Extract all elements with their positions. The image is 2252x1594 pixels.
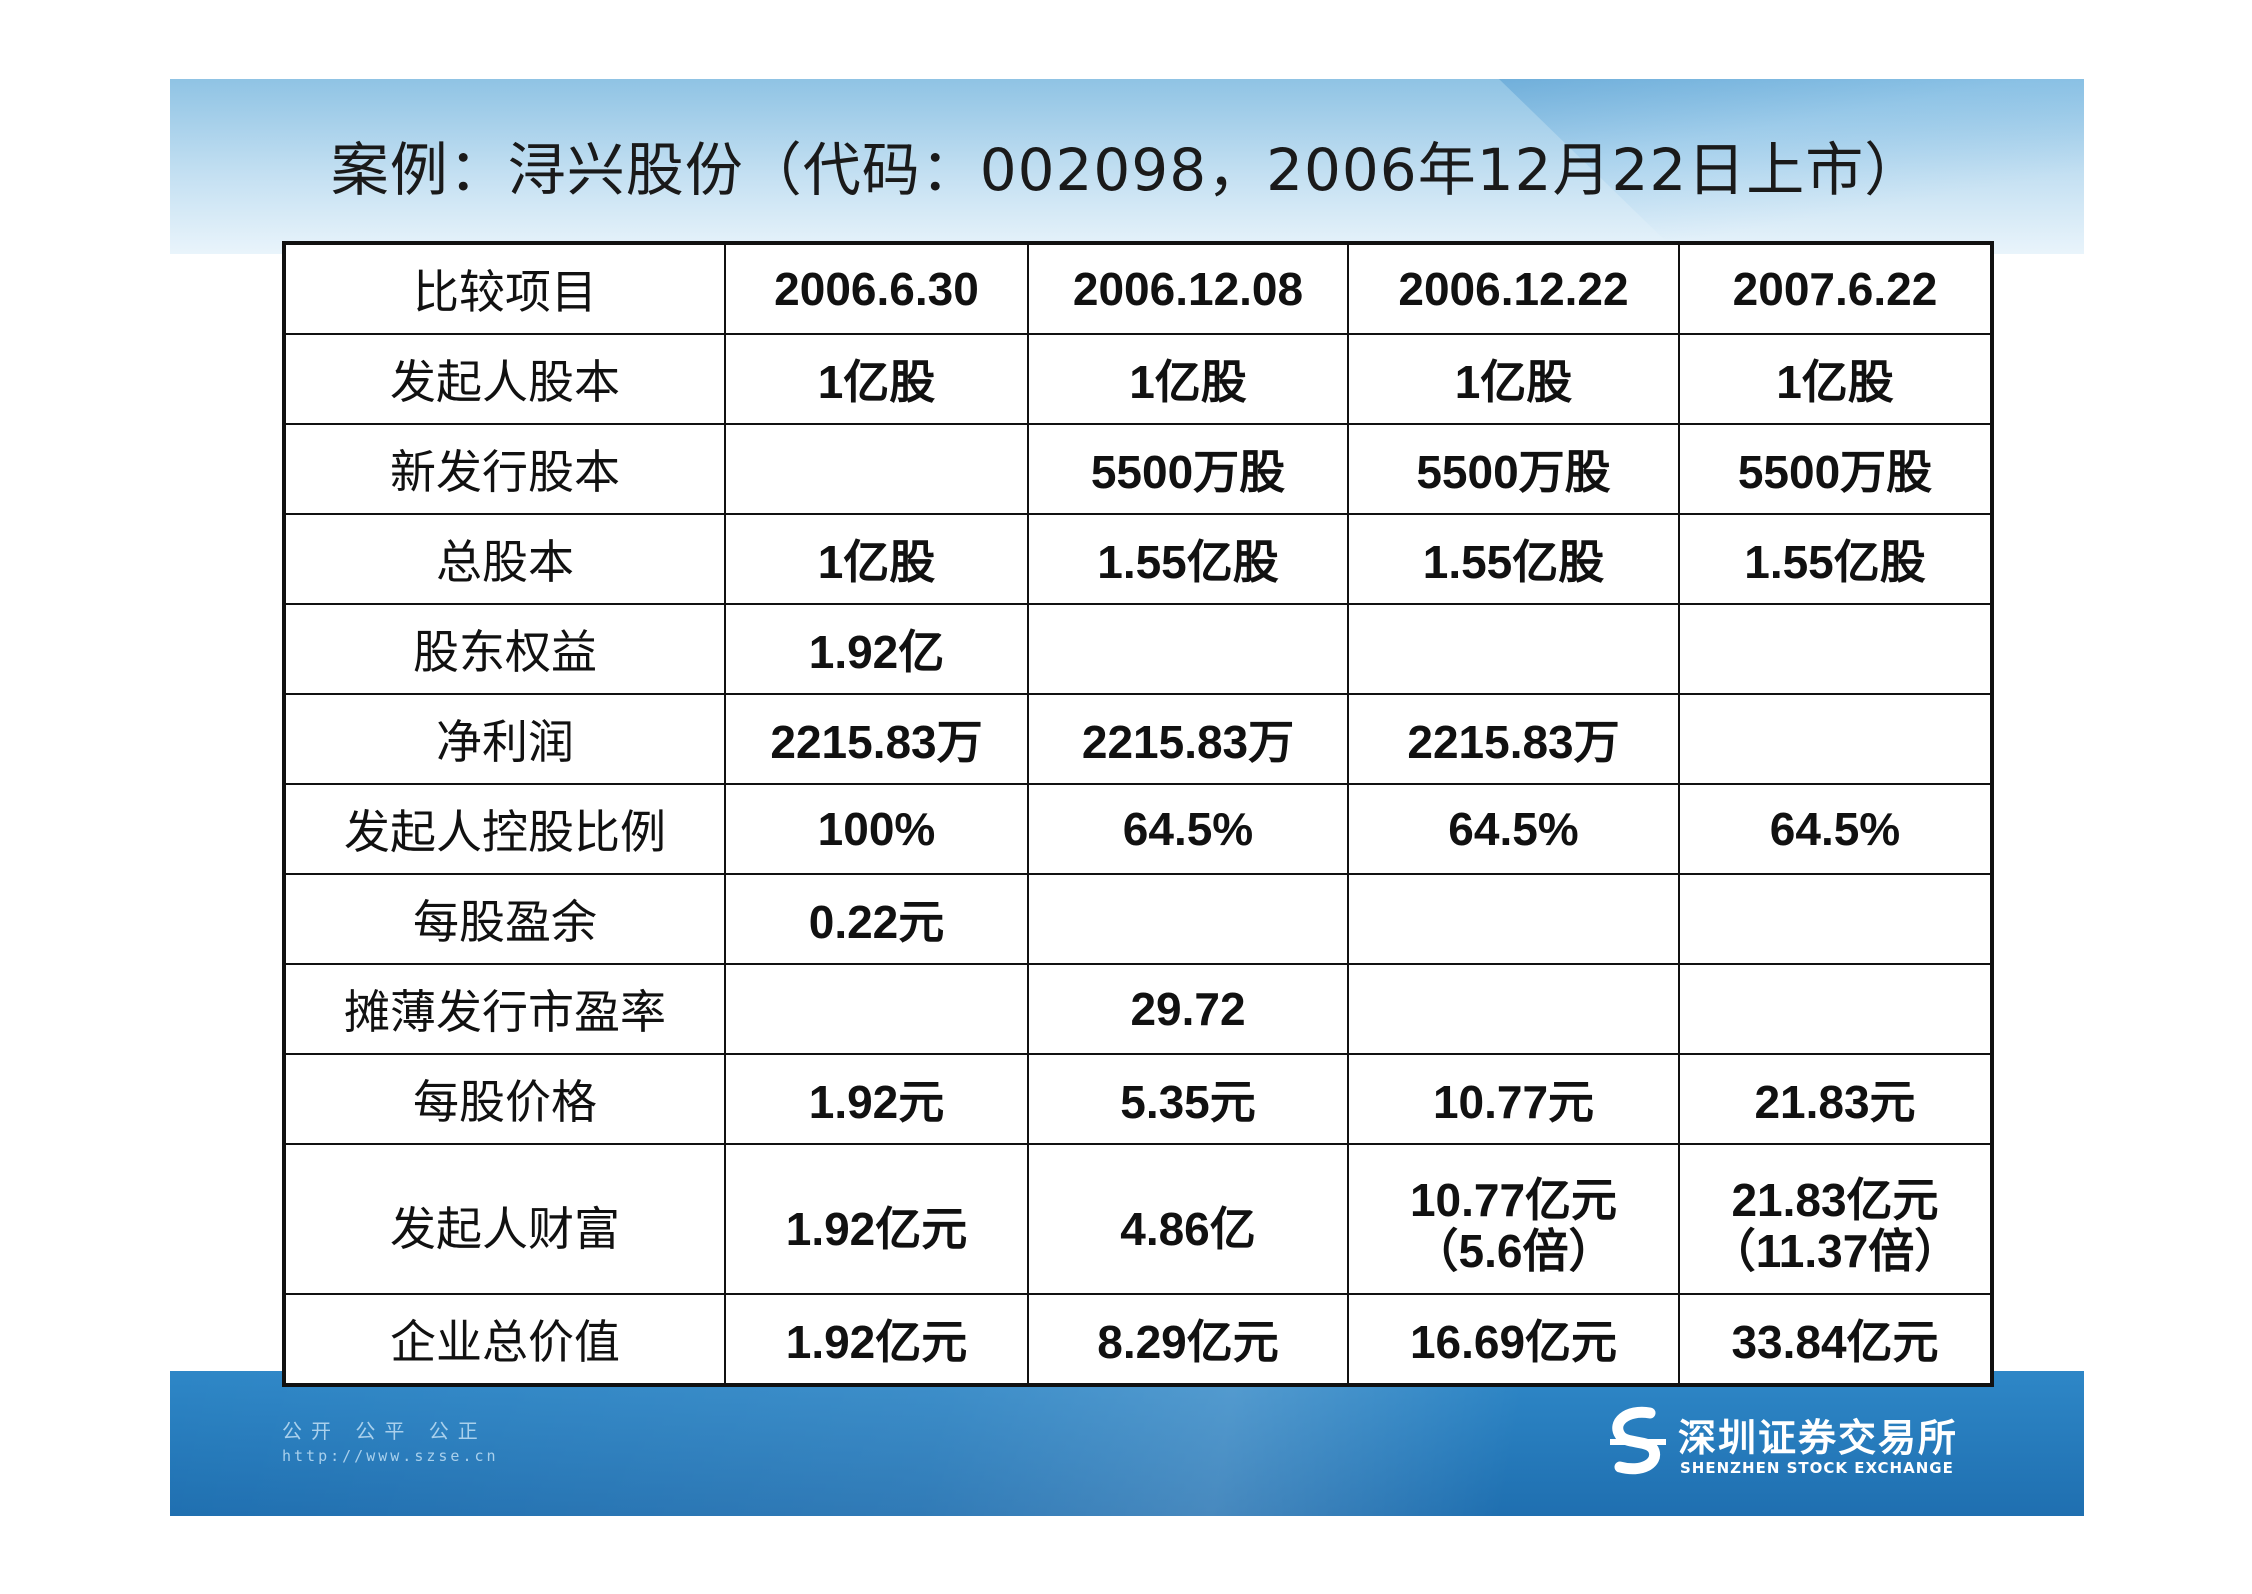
table-cell: 1.55亿股 [1027, 513, 1349, 605]
table-cell: 29.72 [1027, 963, 1349, 1055]
table-cell [1347, 603, 1680, 695]
header-cell: 2006.6.30 [724, 243, 1029, 335]
table-row: 净利润 2215.83万 2215.83万 2215.83万 [284, 693, 1992, 785]
szse-logo: 深圳证券交易所 SHENZHEN STOCK EXCHANGE [1606, 1401, 1956, 1491]
footer-url: http://www.szse.cn [282, 1447, 499, 1465]
table-cell: 5.35元 [1027, 1053, 1349, 1145]
comparison-table: 比较项目 2006.6.30 2006.12.08 2006.12.22 200… [282, 241, 1994, 1387]
row-label: 股东权益 [284, 603, 726, 695]
footer-motto: 公开 公平 公正 [282, 1419, 487, 1443]
table-cell: 21.83元 [1678, 1053, 1992, 1145]
table-cell: 33.84亿元 [1678, 1293, 1992, 1385]
table-cell: 4.86亿 [1027, 1143, 1349, 1295]
table-cell: 5500万股 [1678, 423, 1992, 515]
row-label: 发起人股本 [284, 333, 726, 425]
table-cell: 1.92亿 [724, 603, 1029, 695]
row-label: 发起人控股比例 [284, 783, 726, 875]
table-cell [1027, 603, 1349, 695]
row-label: 净利润 [284, 693, 726, 785]
logo-text-cn: 深圳证券交易所 [1678, 1416, 1959, 1460]
table-cell: 1.92亿元 [724, 1143, 1029, 1295]
table-cell: 5500万股 [1347, 423, 1680, 515]
table-row: 新发行股本 5500万股 5500万股 5500万股 [284, 423, 1992, 515]
table-row: 总股本 1亿股 1.55亿股 1.55亿股 1.55亿股 [284, 513, 1992, 605]
table-cell-highlight: 21.83亿元 （11.37倍） [1678, 1143, 1992, 1295]
table-cell: 5500万股 [1027, 423, 1349, 515]
table-row: 发起人控股比例 100% 64.5% 64.5% 64.5% [284, 783, 1992, 875]
table-cell: 1亿股 [1678, 333, 1992, 425]
table-cell: 8.29亿元 [1027, 1293, 1349, 1385]
table-cell [1678, 603, 1992, 695]
table-row: 股东权益 1.92亿 [284, 603, 1992, 695]
table-cell [1678, 873, 1992, 965]
table-cell [1678, 693, 1992, 785]
table-row: 每股价格 1.92元 5.35元 10.77元 21.83元 [284, 1053, 1992, 1145]
table-row: 发起人股本 1亿股 1亿股 1亿股 1亿股 [284, 333, 1992, 425]
table-row: 发起人财富 1.92亿元 4.86亿 10.77亿元 （5.6倍） 21.83亿… [284, 1143, 1992, 1295]
table-cell [1347, 873, 1680, 965]
table-cell [724, 423, 1029, 515]
table-cell: 1亿股 [724, 333, 1029, 425]
header-cell: 比较项目 [284, 243, 726, 335]
footer-band: 公开 公平 公正 http://www.szse.cn 深圳证券交易所 SHEN… [170, 1371, 2084, 1516]
table-cell: 64.5% [1347, 783, 1680, 875]
table-cell: 1亿股 [1347, 333, 1680, 425]
table-cell: 64.5% [1027, 783, 1349, 875]
table-cell: 2215.83万 [1347, 693, 1680, 785]
row-label: 发起人财富 [284, 1143, 726, 1295]
table-cell: 1.92元 [724, 1053, 1029, 1145]
header-cell: 2006.12.08 [1027, 243, 1349, 335]
table-cell-highlight: 10.77亿元 （5.6倍） [1347, 1143, 1680, 1295]
slide-title: 案例：浔兴股份（代码：002098，2006年12月22日上市） [330, 136, 1924, 204]
row-label: 每股盈余 [284, 873, 726, 965]
table-cell: 1亿股 [724, 513, 1029, 605]
table-cell: 2215.83万 [1027, 693, 1349, 785]
table-cell: 64.5% [1678, 783, 1992, 875]
table-cell [1347, 963, 1680, 1055]
row-label: 新发行股本 [284, 423, 726, 515]
table-row: 摊薄发行市盈率 29.72 [284, 963, 1992, 1055]
table-cell: 0.22元 [724, 873, 1029, 965]
table-cell: 10.77元 [1347, 1053, 1680, 1145]
table-cell: 100% [724, 783, 1029, 875]
table-cell [1027, 873, 1349, 965]
row-label: 摊薄发行市盈率 [284, 963, 726, 1055]
table-cell: 1亿股 [1027, 333, 1349, 425]
table-cell: 1.55亿股 [1347, 513, 1680, 605]
table-header-row: 比较项目 2006.6.30 2006.12.08 2006.12.22 200… [284, 243, 1992, 335]
table-cell [1678, 963, 1992, 1055]
wealth-value: 21.83亿元 [1731, 1174, 1939, 1227]
row-label: 每股价格 [284, 1053, 726, 1145]
table-cell: 16.69亿元 [1347, 1293, 1680, 1385]
wealth-multiple: （5.6倍） [1412, 1225, 1615, 1277]
footer-decoration [170, 1371, 2084, 1516]
wealth-multiple: （11.37倍） [1709, 1225, 1961, 1277]
szse-logo-icon [1610, 1406, 1666, 1475]
table-cell [724, 963, 1029, 1055]
header-band [170, 79, 2084, 254]
table-row: 每股盈余 0.22元 [284, 873, 1992, 965]
header-cell: 2007.6.22 [1678, 243, 1992, 335]
wealth-value: 10.77亿元 [1409, 1174, 1618, 1227]
table-cell: 2215.83万 [724, 693, 1029, 785]
table-cell: 1.55亿股 [1678, 513, 1992, 605]
row-label: 总股本 [284, 513, 726, 605]
table-cell: 1.92亿元 [724, 1293, 1029, 1385]
table-row: 企业总价值 1.92亿元 8.29亿元 16.69亿元 33.84亿元 [284, 1293, 1992, 1385]
row-label: 企业总价值 [284, 1293, 726, 1385]
logo-text-en: SHENZHEN STOCK EXCHANGE [1680, 1459, 1954, 1477]
header-cell: 2006.12.22 [1347, 243, 1680, 335]
